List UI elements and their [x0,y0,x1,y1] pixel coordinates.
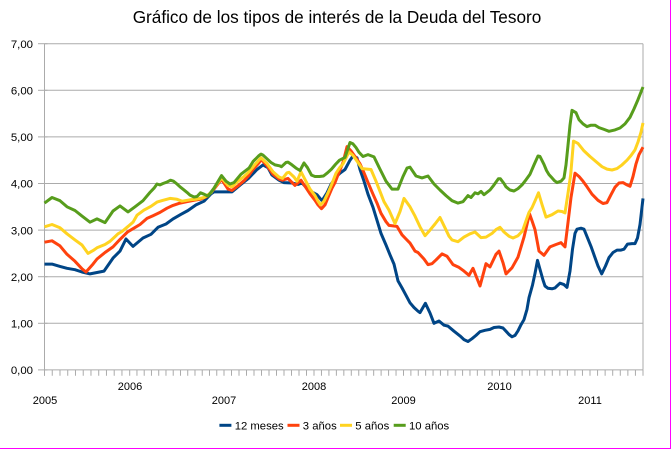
svg-text:3 años: 3 años [303,420,337,432]
svg-text:2,00: 2,00 [11,272,33,284]
svg-text:5,00: 5,00 [11,132,33,144]
svg-text:7,00: 7,00 [11,39,33,51]
svg-text:4,00: 4,00 [11,179,33,191]
svg-text:2006: 2006 [118,381,142,393]
svg-text:2007: 2007 [212,395,236,407]
svg-text:2008: 2008 [302,381,326,393]
svg-text:Gráfico de los tipos de interé: Gráfico de los tipos de interés de la De… [133,7,542,27]
svg-text:2011: 2011 [578,395,602,407]
svg-text:2005: 2005 [33,395,57,407]
svg-text:6,00: 6,00 [11,86,33,98]
svg-text:12 meses: 12 meses [235,420,284,432]
svg-text:2009: 2009 [391,395,415,407]
svg-text:0,00: 0,00 [11,365,33,377]
svg-text:3,00: 3,00 [11,225,33,237]
svg-text:2010: 2010 [487,381,511,393]
svg-text:5 años: 5 años [355,420,389,432]
svg-text:10 años: 10 años [409,420,450,432]
svg-text:1,00: 1,00 [11,319,33,331]
